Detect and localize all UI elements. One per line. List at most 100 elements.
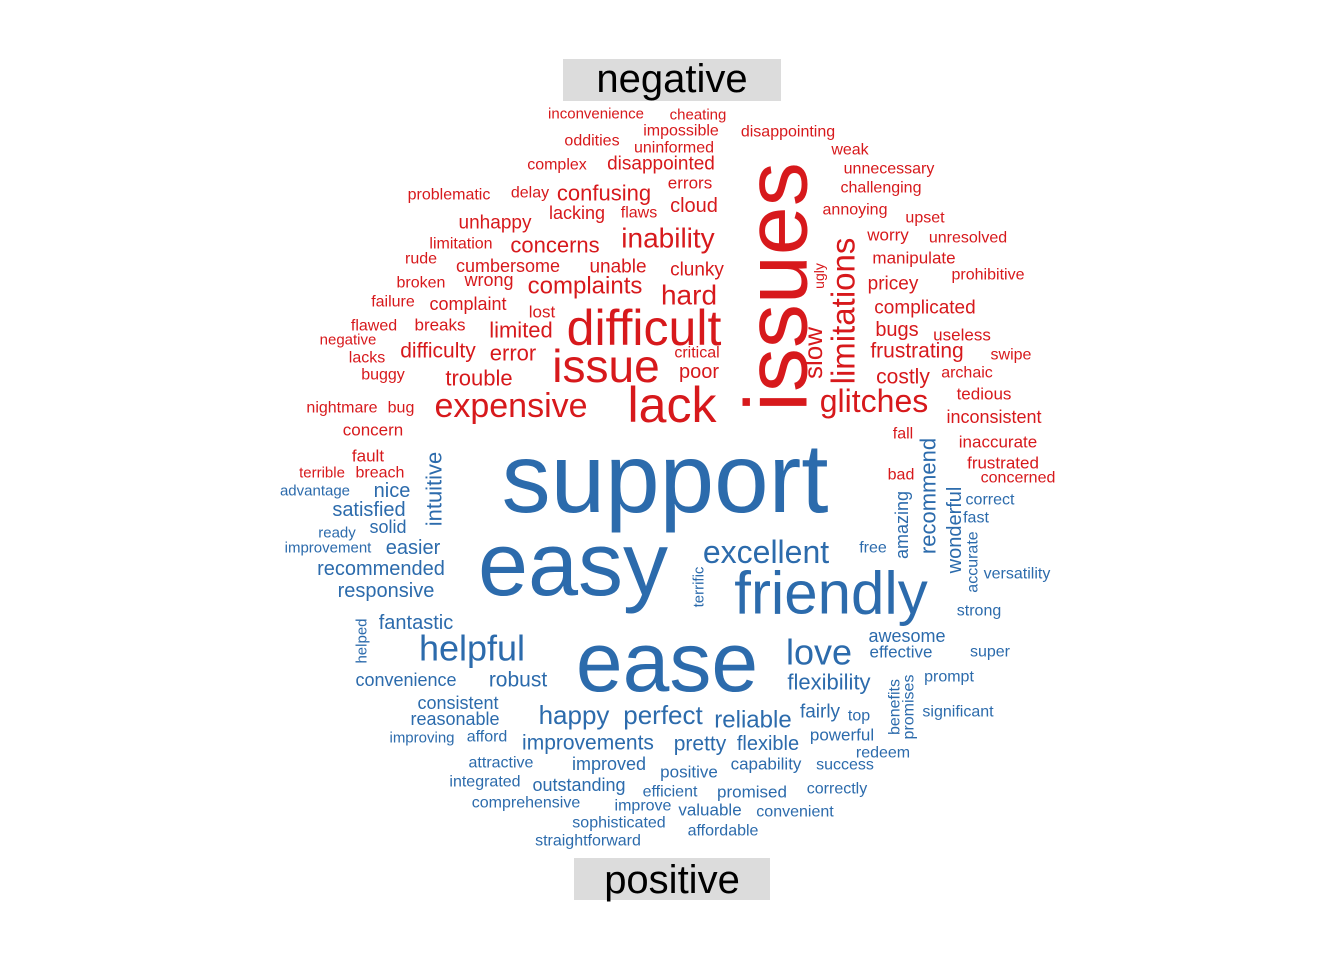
word-negative-limitations: limitations: [825, 238, 862, 385]
word-negative-breaks: breaks: [414, 316, 465, 335]
word-positive-afford: afford: [467, 729, 508, 746]
word-positive-free: free: [859, 540, 887, 557]
word-negative-challenging: challenging: [841, 180, 922, 197]
word-negative-flaws: flaws: [621, 205, 657, 222]
word-negative-problematic: problematic: [408, 187, 491, 204]
word-positive-sophisticated: sophisticated: [572, 815, 665, 832]
word-positive-benefits: benefits: [887, 679, 904, 735]
word-negative-bug: bug: [388, 400, 415, 417]
word-positive-accurate: accurate: [965, 531, 982, 592]
header-positive-label: positive: [604, 858, 740, 902]
word-positive-pretty: pretty: [674, 733, 727, 756]
word-positive-consistent: consistent: [417, 693, 498, 713]
word-negative-unresolved: unresolved: [929, 230, 1007, 247]
word-positive-improved: improved: [572, 754, 646, 774]
word-negative-unable: unable: [589, 257, 646, 278]
word-negative-upset: upset: [905, 210, 945, 227]
word-negative-delay: delay: [511, 185, 549, 202]
word-negative-terrible: terrible: [299, 465, 345, 482]
word-negative-error: error: [490, 341, 536, 366]
word-positive-easier: easier: [386, 537, 441, 559]
word-positive-awesome: awesome: [868, 626, 945, 646]
word-positive-perfect: perfect: [623, 700, 703, 730]
word-positive-attractive: attractive: [469, 755, 534, 772]
word-positive-robust: robust: [489, 669, 548, 692]
word-positive-effective: effective: [869, 643, 932, 662]
word-negative-rude: rude: [405, 251, 437, 268]
word-negative-oddities: oddities: [564, 133, 619, 150]
word-positive-improving: improving: [389, 730, 454, 747]
word-negative-disappointed: disappointed: [607, 154, 715, 175]
word-negative-tedious: tedious: [957, 385, 1012, 404]
word-negative-lacks: lacks: [349, 350, 385, 367]
word-positive-terrific: terrific: [691, 566, 708, 607]
word-negative-limited: limited: [489, 318, 553, 343]
word-negative-cheating: cheating: [670, 107, 727, 124]
word-positive-intuitive: intuitive: [422, 452, 447, 527]
word-negative-concern: concern: [343, 421, 403, 440]
word-positive-friendly: friendly: [734, 560, 927, 627]
word-negative-nightmare: nightmare: [306, 400, 377, 417]
word-negative-ugly: ugly: [811, 263, 827, 289]
word-negative-slow: slow: [798, 327, 828, 379]
word-negative-concerns: concerns: [510, 233, 599, 258]
word-negative-weak: weak: [830, 142, 869, 159]
word-negative-critical: critical: [674, 345, 719, 362]
word-negative-bad: bad: [888, 467, 915, 484]
header-positive-box: [574, 858, 770, 900]
word-negative-inconsistent: inconsistent: [946, 407, 1041, 427]
word-negative-hard: hard: [661, 280, 717, 311]
word-negative-inconvenience: inconvenience: [548, 106, 644, 123]
word-negative-limitation: limitation: [429, 236, 492, 253]
word-positive-easy: easy: [478, 515, 668, 615]
word-positive-strong: strong: [957, 603, 1001, 620]
word-negative-errors: errors: [668, 174, 712, 193]
word-positive-promises: promises: [901, 675, 918, 740]
word-positive-integrated: integrated: [449, 774, 520, 791]
word-positive-redeem: redeem: [856, 745, 910, 762]
word-positive-helpful: helpful: [419, 628, 525, 669]
word-positive-support: support: [502, 423, 829, 533]
word-positive-excellent: excellent: [703, 534, 829, 570]
word-positive-prompt: prompt: [924, 669, 974, 686]
word-negative-fault: fault: [352, 447, 384, 466]
word-positive-super: super: [970, 644, 1011, 661]
word-negative-confusing: confusing: [557, 181, 651, 206]
word-negative-poor: poor: [679, 361, 719, 383]
word-positive-love: love: [786, 632, 852, 673]
word-negative-annoying: annoying: [823, 202, 888, 219]
word-positive-significant: significant: [922, 704, 994, 721]
word-negative-complicated: complicated: [874, 298, 975, 319]
word-positive-reliable: reliable: [714, 707, 791, 734]
word-positive-happy: happy: [539, 700, 610, 730]
word-negative-breach: breach: [356, 465, 405, 482]
word-positive-fantastic: fantastic: [379, 612, 453, 634]
word-negative-uninformed: uninformed: [634, 140, 714, 157]
word-negative-complaints: complaints: [528, 273, 643, 300]
word-positive-powerful: powerful: [810, 726, 874, 745]
word-positive-recommend: recommend: [916, 438, 941, 554]
word-positive-recommended: recommended: [317, 558, 445, 580]
word-negative-disappointing: disappointing: [741, 124, 835, 141]
word-negative-lost: lost: [529, 303, 556, 322]
word-positive-amazing: amazing: [892, 491, 912, 559]
word-negative-trouble: trouble: [445, 366, 512, 391]
word-negative-lacking: lacking: [549, 203, 605, 223]
word-negative-impossible: impossible: [643, 123, 719, 140]
word-positive-versatility: versatility: [984, 566, 1051, 583]
word-positive-satisfied: satisfied: [332, 499, 405, 521]
word-positive-flexible: flexible: [737, 733, 799, 755]
word-positive-convenient: convenient: [756, 804, 834, 821]
word-negative-costly: costly: [876, 366, 930, 389]
word-negative-cumbersome: cumbersome: [456, 256, 560, 276]
word-positive-improve: improve: [615, 798, 672, 815]
word-negative-difficulty: difficulty: [400, 340, 476, 363]
word-negative-bugs: bugs: [875, 319, 918, 341]
word-positive-promised: promised: [717, 783, 787, 802]
word-negative-glitches: glitches: [820, 383, 929, 419]
word-negative-flawed: flawed: [351, 318, 397, 335]
word-positive-helped: helped: [354, 618, 371, 663]
word-positive-fairly: fairly: [800, 702, 841, 723]
